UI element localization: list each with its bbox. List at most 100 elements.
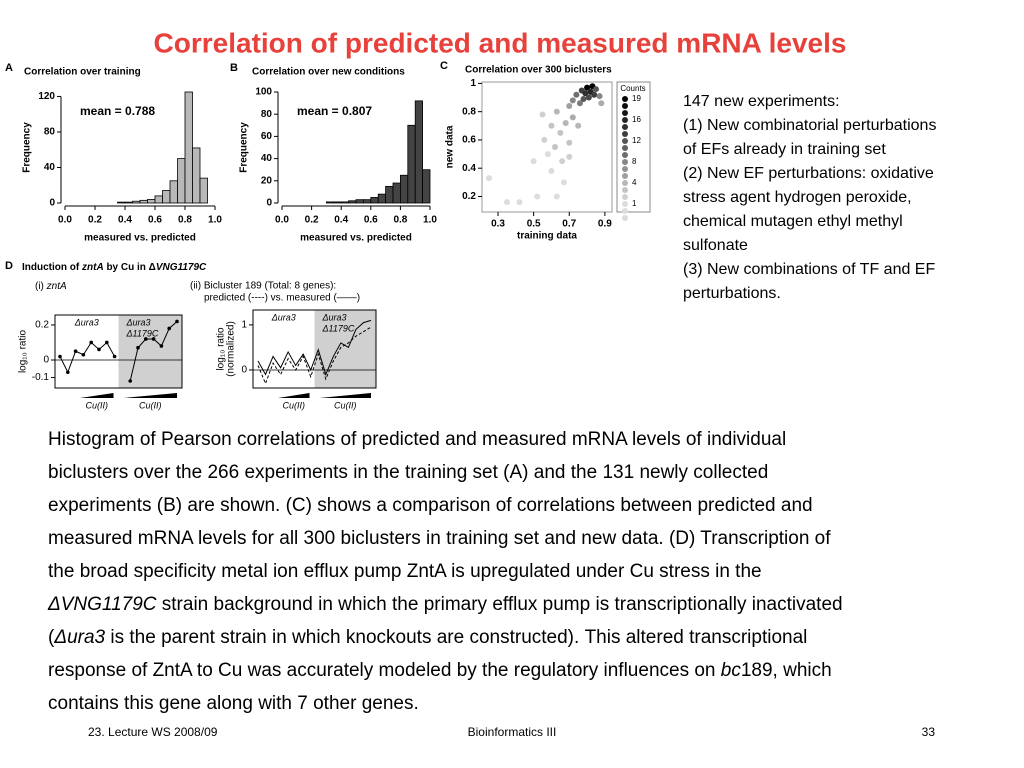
panel-subtitle: predicted (----) vs. measured (——) bbox=[204, 293, 360, 304]
series-line bbox=[257, 319, 372, 376]
point bbox=[566, 139, 573, 146]
legend-swatch bbox=[622, 110, 628, 116]
point bbox=[591, 91, 598, 98]
side-text-line: chemical mutagen ethyl methyl bbox=[683, 213, 903, 230]
x-tick-label: 0.6 bbox=[364, 215, 378, 226]
point bbox=[576, 100, 583, 107]
point bbox=[598, 100, 605, 107]
legend-title: Counts bbox=[620, 84, 645, 93]
bar bbox=[162, 190, 171, 204]
footer-right: 33 bbox=[922, 725, 936, 739]
text-run: strain background in which the primary e… bbox=[157, 594, 843, 615]
point bbox=[73, 349, 78, 354]
y-tick-label: 0.2 bbox=[35, 320, 49, 331]
caption-line: Histogram of Pearson correlations of pre… bbox=[48, 429, 786, 450]
legend-swatch bbox=[622, 152, 628, 158]
point bbox=[544, 151, 551, 158]
legend-label: 4 bbox=[632, 178, 637, 187]
shaded-region bbox=[314, 310, 376, 388]
point bbox=[58, 354, 62, 359]
legend-swatch bbox=[622, 194, 628, 200]
y-tick-label: 0 bbox=[49, 198, 55, 209]
plot-frame bbox=[481, 81, 613, 213]
legend-swatch bbox=[622, 131, 628, 137]
y-tick-label: 0 bbox=[43, 355, 49, 366]
wedge-label: Cu(II) bbox=[86, 400, 109, 410]
y-tick-label: 0.6 bbox=[462, 135, 476, 146]
bar bbox=[117, 201, 126, 204]
x-tick-label: 0.3 bbox=[491, 219, 505, 230]
point bbox=[159, 344, 164, 348]
legend-swatch bbox=[622, 145, 628, 151]
caption-line: response of ZntA to Cu was accurately mo… bbox=[48, 660, 832, 681]
y-tick-label: 1 bbox=[470, 78, 476, 89]
point bbox=[534, 193, 541, 200]
y-tick-label: 0 bbox=[241, 365, 247, 376]
wedge-label: Cu(II) bbox=[139, 400, 162, 410]
footer-center: Bioinformatics III bbox=[468, 725, 557, 739]
chart-title: Correlation over 300 biclusters bbox=[465, 65, 612, 76]
x-tick-label: 0.0 bbox=[58, 215, 72, 226]
point bbox=[584, 84, 591, 91]
x-tick-label: 0.8 bbox=[178, 215, 192, 226]
point bbox=[97, 347, 101, 352]
point bbox=[596, 93, 603, 100]
point bbox=[575, 122, 582, 129]
text-run: Δura3 bbox=[53, 627, 105, 648]
point bbox=[559, 158, 566, 165]
point bbox=[548, 122, 555, 129]
x-tick-label: 0.9 bbox=[598, 219, 612, 230]
footer-left: 23. Lecture WS 2008/09 bbox=[88, 725, 218, 739]
text-run: the broad specificity metal ion efflux p… bbox=[48, 561, 762, 582]
y-tick-label: 0.2 bbox=[462, 191, 476, 202]
point bbox=[548, 168, 555, 175]
caption-line: ΔVNG1179C strain background in which the… bbox=[47, 594, 843, 615]
chart-title: Correlation over training bbox=[24, 67, 141, 78]
legend-swatch bbox=[622, 173, 628, 179]
bar bbox=[355, 199, 364, 204]
legend-swatch bbox=[622, 215, 628, 221]
wedge bbox=[80, 393, 114, 398]
plot-frame bbox=[54, 314, 183, 389]
text-run: biclusters over the 266 experiments in t… bbox=[48, 462, 768, 483]
text-run: VNG1179C bbox=[156, 262, 207, 273]
x-axis-label: measured vs. predicted bbox=[300, 233, 412, 244]
point bbox=[566, 153, 573, 160]
text-run: experiments (B) are shown. (C) shows a c… bbox=[48, 495, 813, 516]
caption-line: contains this gene along with 7 other ge… bbox=[48, 693, 419, 714]
annotation: mean = 0.788 bbox=[80, 104, 155, 118]
legend-swatch bbox=[622, 180, 628, 186]
side-text-line: (1) New combinatorial perturbations bbox=[683, 117, 936, 134]
legend-swatch bbox=[622, 96, 628, 102]
legend-swatch bbox=[622, 124, 628, 130]
wedge bbox=[319, 393, 371, 398]
region-label: Δ1179C bbox=[126, 328, 159, 338]
bar bbox=[348, 200, 357, 204]
y-tick-label: 0.4 bbox=[462, 163, 476, 174]
text-run: zntA bbox=[46, 281, 67, 292]
y-axis-label: log₁₀ ratio bbox=[18, 330, 29, 374]
bar bbox=[399, 174, 409, 204]
bar bbox=[407, 124, 416, 204]
y-tick-label: 40 bbox=[261, 153, 273, 164]
region-label: Δura3 bbox=[126, 317, 151, 327]
bar bbox=[199, 177, 208, 204]
x-tick-label: 1.0 bbox=[423, 215, 437, 226]
legend-swatch bbox=[622, 103, 628, 109]
point bbox=[66, 370, 70, 375]
y-tick-label: 20 bbox=[261, 175, 273, 186]
bar bbox=[370, 197, 379, 204]
y-axis-label: log₁₀ ratio bbox=[216, 327, 227, 371]
caption-line: biclusters over the 266 experiments in t… bbox=[48, 462, 768, 483]
side-text-line: sulfonate bbox=[683, 237, 748, 254]
side-text-line: 147 new experiments: bbox=[683, 93, 840, 110]
bar bbox=[392, 182, 401, 204]
text-run: Histogram of Pearson correlations of pre… bbox=[48, 429, 786, 450]
slide-title: Correlation of predicted and measured mR… bbox=[154, 27, 847, 58]
text-run: is the parent strain in which knockouts … bbox=[105, 627, 807, 648]
region-label: Δura3 bbox=[271, 312, 296, 322]
point bbox=[503, 199, 510, 206]
x-tick-label: 0.4 bbox=[334, 215, 348, 226]
point bbox=[112, 354, 117, 359]
y-tick-label: 0.8 bbox=[462, 106, 476, 117]
